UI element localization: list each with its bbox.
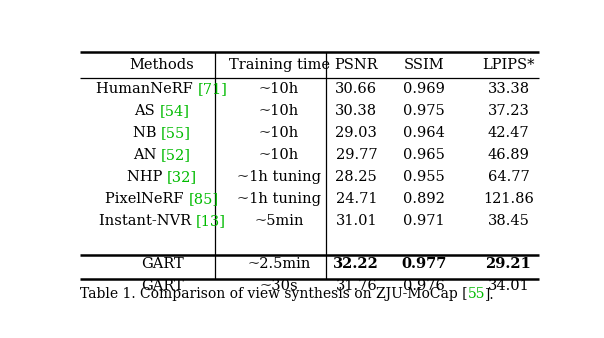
Text: [55]: [55] (161, 126, 191, 140)
Text: [85]: [85] (188, 192, 219, 206)
Text: 37.23: 37.23 (487, 104, 530, 118)
Text: ~10h: ~10h (259, 126, 299, 140)
Text: LPIPS*: LPIPS* (482, 58, 535, 72)
Text: ~5min: ~5min (254, 214, 304, 228)
Text: ~10h: ~10h (259, 82, 299, 96)
Text: [13]: [13] (196, 214, 225, 228)
Text: 29.77: 29.77 (336, 148, 377, 162)
Text: ~10h: ~10h (259, 148, 299, 162)
Text: 0.892: 0.892 (403, 192, 445, 206)
Text: 42.47: 42.47 (487, 126, 529, 140)
Text: ~2.5min: ~2.5min (248, 257, 311, 271)
Text: [54]: [54] (160, 104, 190, 118)
Text: ~10h: ~10h (259, 104, 299, 118)
Text: 30.38: 30.38 (335, 104, 378, 118)
Text: 33.38: 33.38 (487, 82, 530, 96)
Text: 0.971: 0.971 (403, 214, 445, 228)
Text: [32]: [32] (167, 170, 197, 184)
Text: 64.77: 64.77 (487, 170, 529, 184)
Text: HumanNeRF: HumanNeRF (97, 82, 198, 96)
Text: 31.76: 31.76 (335, 279, 378, 293)
Text: 0.969: 0.969 (403, 82, 445, 96)
Text: PixelNeRF: PixelNeRF (106, 192, 188, 206)
Text: Table 1. Comparison of view synthesis on ZJU-MoCap [: Table 1. Comparison of view synthesis on… (80, 287, 467, 301)
Text: ~1h tuning: ~1h tuning (237, 192, 321, 206)
Text: SSIM: SSIM (404, 58, 445, 72)
Text: Methods: Methods (130, 58, 194, 72)
Text: 34.01: 34.01 (487, 279, 529, 293)
Text: 0.964: 0.964 (403, 126, 445, 140)
Text: 121.86: 121.86 (483, 192, 534, 206)
Text: 55: 55 (467, 287, 485, 301)
Text: AS: AS (135, 104, 160, 118)
Text: NB: NB (133, 126, 161, 140)
Text: NHP: NHP (127, 170, 167, 184)
Text: 29.21: 29.21 (486, 257, 532, 271)
Text: 30.66: 30.66 (335, 82, 378, 96)
Text: Training time: Training time (229, 58, 330, 72)
Text: AN: AN (133, 148, 161, 162)
Text: ~30s: ~30s (260, 279, 298, 293)
Text: GART: GART (141, 279, 184, 293)
Text: 29.03: 29.03 (335, 126, 378, 140)
Text: [71]: [71] (198, 82, 228, 96)
Text: 0.965: 0.965 (403, 148, 445, 162)
Text: 28.25: 28.25 (335, 170, 378, 184)
Text: 24.71: 24.71 (336, 192, 377, 206)
Text: [52]: [52] (161, 148, 191, 162)
Text: ~1h tuning: ~1h tuning (237, 170, 321, 184)
Text: 0.975: 0.975 (403, 104, 445, 118)
Text: GART: GART (141, 257, 184, 271)
Text: 0.977: 0.977 (402, 257, 447, 271)
Text: 0.976: 0.976 (403, 279, 445, 293)
Text: 46.89: 46.89 (487, 148, 530, 162)
Text: PSNR: PSNR (335, 58, 378, 72)
Text: Instant-NVR: Instant-NVR (98, 214, 196, 228)
Text: 31.01: 31.01 (336, 214, 377, 228)
Text: ].: ]. (485, 287, 495, 301)
Text: 0.955: 0.955 (403, 170, 445, 184)
Text: 32.22: 32.22 (333, 257, 379, 271)
Text: 38.45: 38.45 (487, 214, 530, 228)
